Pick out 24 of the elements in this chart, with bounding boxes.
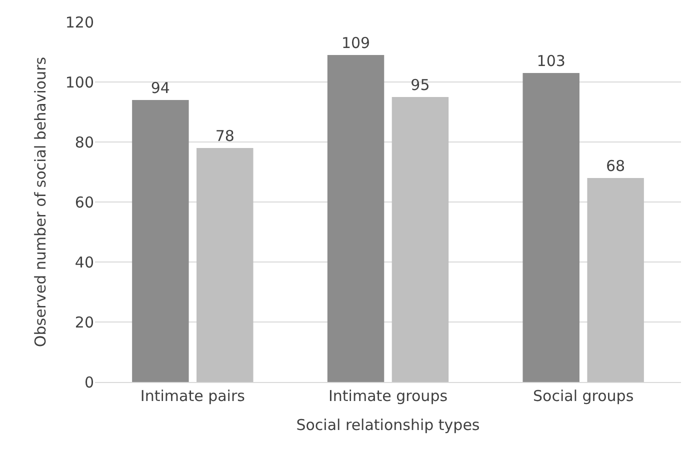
- y-tick-label: 120: [65, 13, 94, 32]
- y-axis-title: Observed number of social behaviours: [32, 56, 50, 348]
- bar: [327, 55, 384, 382]
- x-axis-title: Social relationship types: [296, 416, 480, 434]
- bar: [392, 97, 449, 382]
- data-label: 109: [341, 34, 370, 52]
- data-label: 95: [410, 76, 430, 94]
- y-tick-label: 60: [74, 193, 94, 212]
- x-tick-label: Social groups: [533, 387, 634, 405]
- y-tick-label: 40: [74, 253, 94, 272]
- data-label: 68: [606, 157, 626, 175]
- data-label: 103: [536, 52, 566, 70]
- y-tick-label: 20: [74, 313, 94, 332]
- x-tick-label: Intimate pairs: [140, 387, 246, 405]
- data-label: 94: [150, 79, 170, 97]
- bar: [132, 100, 189, 382]
- y-tick-label: 0: [84, 373, 94, 392]
- bar: [587, 178, 644, 382]
- y-tick-label: 100: [65, 73, 94, 92]
- x-tick-label: Intimate groups: [328, 387, 448, 405]
- bar: [522, 73, 580, 382]
- bar: [196, 148, 254, 382]
- y-tick-label: 80: [74, 133, 94, 152]
- data-label: 78: [215, 127, 234, 145]
